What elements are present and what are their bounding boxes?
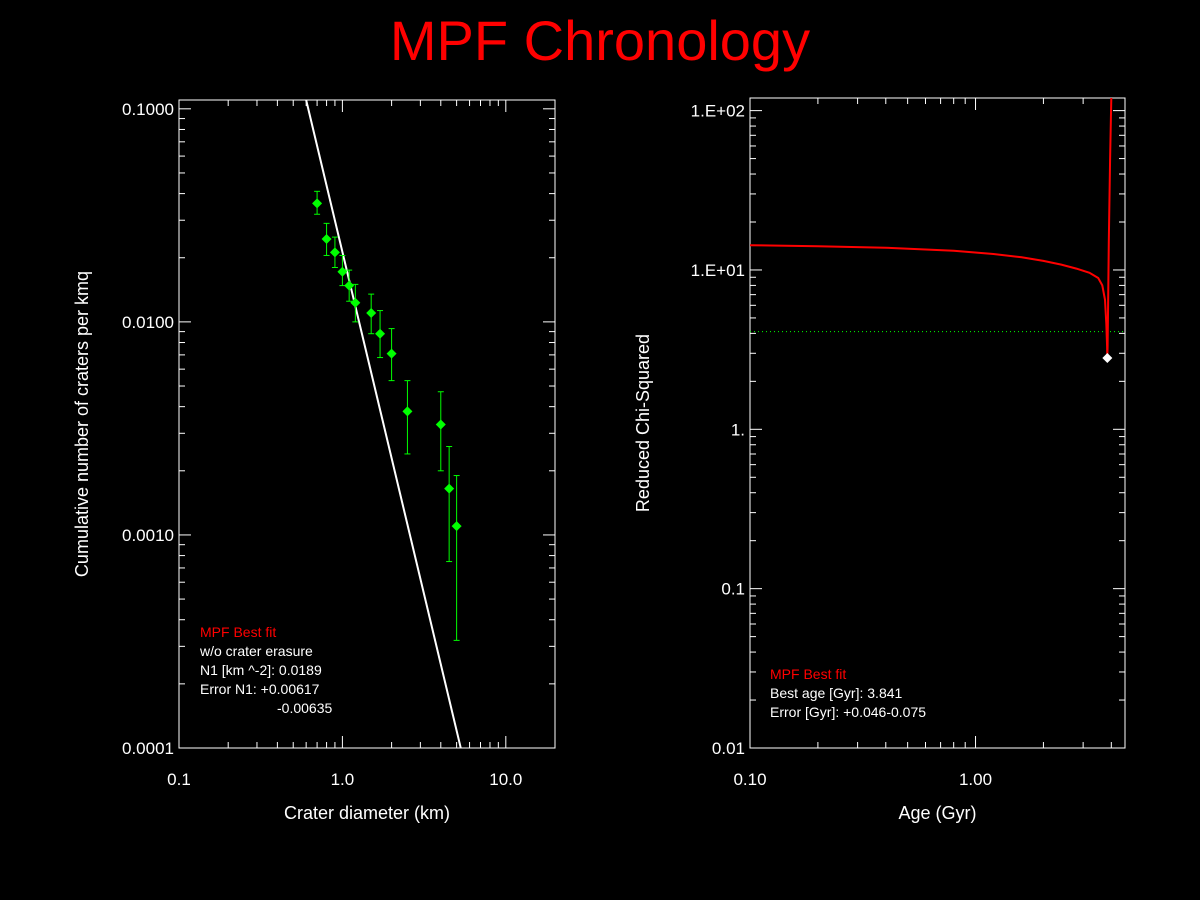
data-point [350,297,361,308]
y-axis-label: Reduced Chi-Squared [633,334,653,512]
data-point [366,308,377,319]
data-point [321,233,332,244]
best-fit-marker [1102,353,1113,364]
plot-frame [178,99,556,749]
main-title: MPF Chronology [389,9,811,72]
legend-heading: MPF Best fit [200,624,276,640]
error-bar [453,475,460,641]
y-tick-label: 0.0001 [122,739,174,758]
y-tick-label: 0.0010 [122,526,174,545]
y-tick-label: 0.0100 [122,313,174,332]
plot-area [305,100,462,748]
x-axis-label: Age (Gyr) [898,803,976,823]
axis-ticks [749,98,1125,749]
data-point [444,483,455,494]
x-tick-label: 1.00 [959,770,992,789]
data-point [329,247,340,258]
data-point [435,419,446,430]
data-point [344,280,355,291]
x-axis-label: Crater diameter (km) [284,803,450,823]
data-point [312,198,323,209]
y-axis-label: Cumulative number of craters per kmq [72,271,92,577]
legend-line: w/o crater erasure [199,643,313,659]
x-tick-label: 0.10 [733,770,766,789]
y-tick-label: 0.1 [721,580,745,599]
y-tick-label: 0.01 [712,739,745,758]
chart-panel-1: 0.1 1.0 10.0 0.0001 0.0010 0.0100 0.1000 Crater… [72,99,556,823]
legend-line: Error N1: +0.00617 [200,681,320,697]
plot-frame [749,97,1126,749]
legend-line: -0.00635 [277,700,332,716]
legend-line: Best age [Gyr]: 3.841 [770,685,903,701]
data-point [337,266,348,277]
y-tick-label: 0.1000 [122,100,174,119]
y-tick-label: 1.E+02 [691,102,745,121]
chart-panel-2: 0.10 1.00 0.01 0.1 1. 1.E+01 1.E+02 Age (Gyr) Re… [633,97,1126,823]
data-point [451,521,462,532]
data-point [375,328,386,339]
legend-line: Error [Gyr]: +0.046-0.075 [770,704,926,720]
y-tick-label: 1.E+01 [691,261,745,280]
legend-line: N1 [km ^-2]: 0.0189 [200,662,322,678]
error-bar [437,391,444,472]
x-tick-label: 1.0 [331,770,355,789]
axis-ticks [178,100,556,749]
data-point [402,406,413,417]
error-bar [446,446,453,563]
fit-line [305,100,462,748]
x-tick-label: 10.0 [489,770,522,789]
plot-area [750,98,1125,359]
chi-squared-curve [750,98,1113,359]
error-bar [404,380,411,455]
y-tick-label: 1. [731,420,745,439]
data-point [386,348,397,359]
legend-heading: MPF Best fit [770,666,846,682]
x-tick-label: 0.1 [167,770,191,789]
